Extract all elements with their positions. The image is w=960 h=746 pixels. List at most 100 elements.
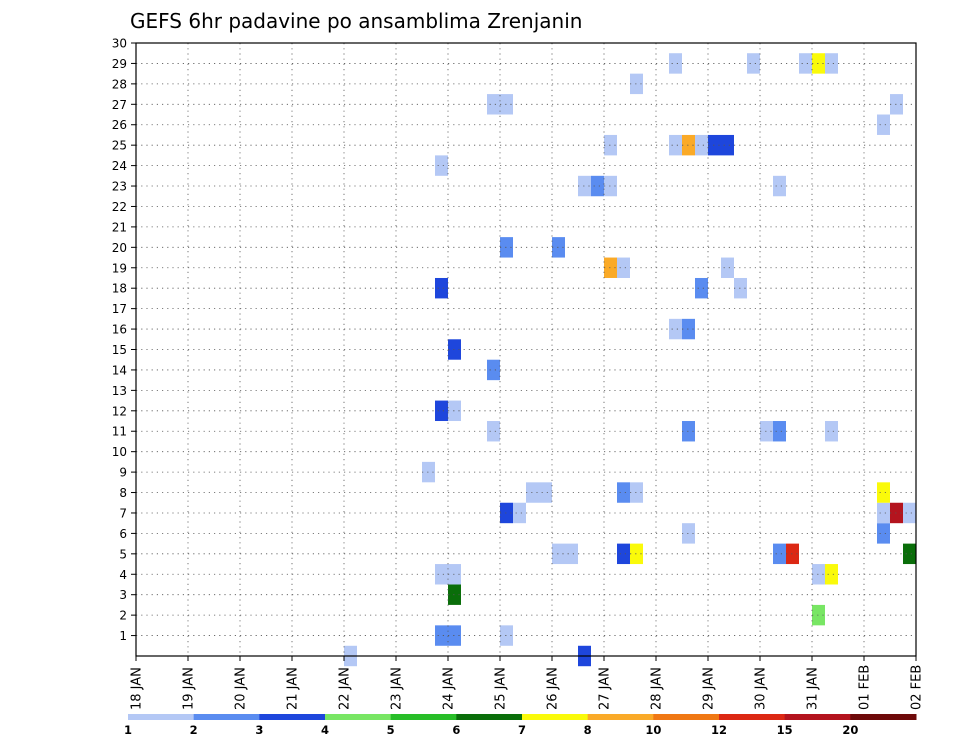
heatmap-cell <box>591 175 604 197</box>
grid-layer <box>136 42 916 656</box>
y-tick-label: 11 <box>112 425 127 439</box>
y-axis: 1234567891011121314151617181920212223242… <box>112 37 136 643</box>
y-tick-label: 3 <box>119 588 127 602</box>
heatmap-cell <box>500 502 513 524</box>
colorbar-swatch <box>850 714 917 720</box>
y-tick-label: 22 <box>112 200 127 214</box>
heatmap-cell <box>435 564 448 585</box>
chart-title: GEFS 6hr padavine po ansamblima Zrenjani… <box>130 9 582 33</box>
y-tick-label: 13 <box>112 384 127 398</box>
heatmap-cell <box>565 543 578 565</box>
heatmap-cell <box>604 175 617 197</box>
colorbar-swatch <box>784 714 851 720</box>
heatmap-cell <box>786 543 799 565</box>
y-tick-label: 28 <box>112 77 127 91</box>
x-tick-label: 29 JAN <box>702 667 717 710</box>
y-tick-label: 18 <box>112 282 127 296</box>
x-tick-label: 18 JAN <box>130 667 145 710</box>
x-tick-label: 23 JAN <box>390 667 405 710</box>
y-tick-label: 30 <box>112 37 127 51</box>
heatmap-cell <box>825 564 838 585</box>
y-tick-label: 29 <box>112 57 127 71</box>
y-tick-label: 12 <box>112 404 127 418</box>
y-tick-label: 6 <box>119 527 127 541</box>
heatmap-cell <box>487 421 500 442</box>
colorbar-label: 4 <box>321 723 329 737</box>
heatmap-cell <box>526 482 539 503</box>
heatmap-cell <box>500 237 513 258</box>
colorbar-swatch <box>719 714 786 720</box>
heatmap-cell <box>812 53 825 74</box>
y-tick-label: 2 <box>119 609 127 623</box>
colorbar-swatch <box>390 714 457 720</box>
y-tick-label: 23 <box>112 180 127 194</box>
heatmap-cell <box>604 134 617 156</box>
heatmap-cell <box>877 482 890 503</box>
y-tick-label: 1 <box>119 629 127 643</box>
colorbar-swatch <box>653 714 720 720</box>
heatmap-cell <box>448 339 461 360</box>
heatmap-cell <box>773 421 786 442</box>
y-tick-label: 20 <box>112 241 127 255</box>
heatmap-cell <box>630 543 643 565</box>
heatmap-cell <box>422 461 435 483</box>
heatmap-cell <box>812 564 825 585</box>
colorbar-swatch <box>325 714 392 720</box>
heatmap-cell <box>604 257 617 278</box>
heatmap-cell <box>500 625 513 646</box>
x-tick-label: 27 JAN <box>598 667 613 710</box>
y-tick-label: 5 <box>119 547 127 561</box>
colorbar-label: 7 <box>518 723 526 737</box>
heatmap-cell <box>552 237 565 258</box>
heatmap-cell <box>435 625 448 646</box>
heatmap-cell <box>435 400 448 422</box>
heatmap-cell <box>630 482 643 503</box>
heatmap-cell <box>617 543 630 565</box>
heatmap-cell <box>877 502 890 524</box>
x-axis: 18 JAN 19 JAN 20 JAN 21 JAN 22 JAN 23 JAN 24 J… <box>130 656 925 710</box>
y-tick-label: 8 <box>119 486 127 500</box>
colorbar-swatch <box>456 714 523 720</box>
heatmap-cell <box>448 400 461 422</box>
x-tick-label: 30 JAN <box>754 667 769 710</box>
heatmap-cell <box>903 502 916 524</box>
heatmap-cell <box>812 604 825 626</box>
colorbar-label: 3 <box>255 723 263 737</box>
heatmap-cell <box>695 134 708 156</box>
heatmap-cell <box>682 523 695 544</box>
colorbar-swatch <box>128 714 195 720</box>
heatmap-cell <box>487 359 500 381</box>
heatmap-cell <box>669 53 682 74</box>
heatmap-cell <box>721 257 734 278</box>
heatmap-cell <box>695 277 708 299</box>
heatmap-cell <box>487 94 500 115</box>
x-tick-label: 19 JAN <box>182 667 197 710</box>
heatmap-cell <box>630 73 643 95</box>
x-tick-label: 24 JAN <box>442 667 457 710</box>
y-tick-label: 17 <box>112 302 127 316</box>
colorbar-swatch <box>587 714 654 720</box>
x-tick-label: 01 FEB <box>858 665 873 710</box>
y-tick-label: 10 <box>112 445 127 459</box>
heatmap-cell <box>682 421 695 442</box>
heatmap-cell <box>721 134 734 156</box>
heatmap-cell <box>682 318 695 340</box>
heatmap-cell <box>448 564 461 585</box>
x-tick-label: 21 JAN <box>286 667 301 710</box>
x-tick-label: 22 JAN <box>338 667 353 710</box>
x-tick-label: 02 FEB <box>910 665 925 710</box>
heatmap-cell <box>903 543 916 565</box>
x-tick-label: 20 JAN <box>234 667 249 710</box>
colorbar-label: 10 <box>645 723 661 737</box>
y-tick-label: 26 <box>112 118 127 132</box>
cells-layer <box>344 53 916 667</box>
colorbar-label: 6 <box>452 723 460 737</box>
y-tick-label: 27 <box>112 98 127 112</box>
colorbar-label: 2 <box>190 723 198 737</box>
heatmap-cell <box>682 134 695 156</box>
colorbar-swatch <box>259 714 326 720</box>
heatmap-cell <box>513 502 526 524</box>
heatmap-cell <box>890 502 903 524</box>
colorbar-label: 5 <box>387 723 395 737</box>
